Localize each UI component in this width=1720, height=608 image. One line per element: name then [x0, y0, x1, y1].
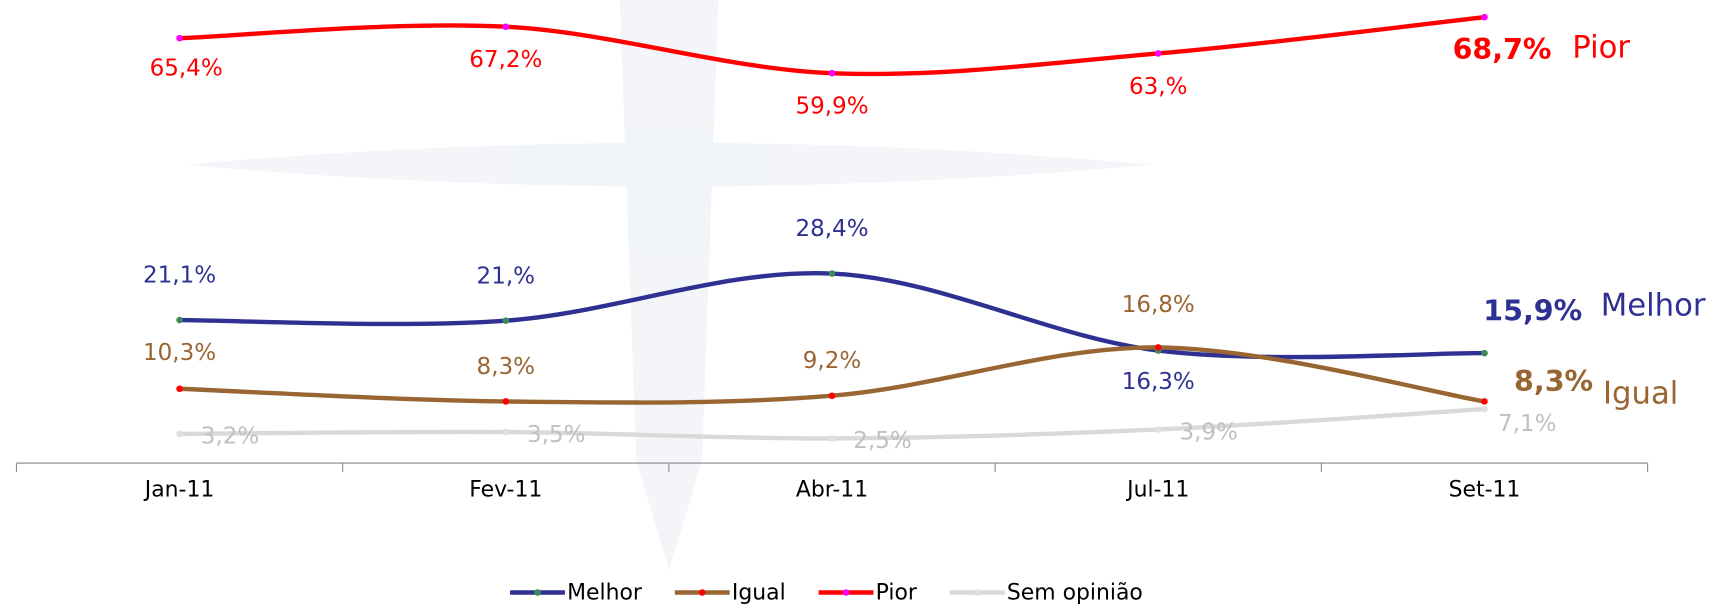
- series-line: [180, 17, 1485, 74]
- point-marker: [1155, 50, 1162, 57]
- point-marker: [829, 270, 836, 277]
- x-tick-label: Jul-11: [1125, 477, 1189, 502]
- series-line: [180, 273, 1485, 357]
- point-marker: [1481, 406, 1488, 413]
- point-marker: [176, 385, 183, 392]
- point-marker: [1481, 350, 1488, 357]
- x-tick-label: Fev-11: [469, 477, 542, 502]
- point-marker: [829, 70, 836, 77]
- value-label: 3,5%: [527, 422, 585, 448]
- series-end-label: Igual: [1603, 375, 1678, 411]
- series-end-label: Melhor: [1601, 288, 1706, 324]
- value-label: 15,9%: [1483, 295, 1582, 328]
- value-label: 3,2%: [201, 424, 259, 450]
- point-marker: [176, 431, 183, 438]
- point-marker: [503, 398, 510, 405]
- legend-marker: [534, 589, 541, 596]
- watermark: [186, 0, 1151, 570]
- series-line: [180, 409, 1485, 438]
- point-marker: [503, 429, 510, 436]
- point-marker: [503, 23, 510, 30]
- x-tick-label: Jan-11: [143, 477, 215, 502]
- point-marker: [1155, 426, 1162, 433]
- value-label: 7,1%: [1498, 411, 1556, 437]
- series-end-label: Pior: [1572, 30, 1630, 66]
- point-marker: [1155, 344, 1162, 351]
- value-label: 16,3%: [1122, 369, 1195, 395]
- point-marker: [176, 317, 183, 324]
- value-label: 21,%: [477, 263, 535, 289]
- point-marker: [1481, 14, 1488, 21]
- value-label: 16,8%: [1122, 292, 1195, 318]
- x-tick-label: Set-11: [1449, 477, 1521, 502]
- legend-label: Sem opinião: [1007, 581, 1143, 606]
- point-marker: [829, 435, 836, 442]
- legend-marker: [699, 589, 706, 596]
- value-label: 2,5%: [853, 428, 911, 454]
- value-label: 68,7%: [1453, 33, 1552, 66]
- value-label: 59,9%: [795, 94, 868, 120]
- value-label: 67,2%: [469, 47, 542, 73]
- value-label: 3,9%: [1179, 419, 1237, 445]
- point-marker: [503, 317, 510, 324]
- value-label: 10,3%: [143, 340, 216, 366]
- legend-label: Melhor: [567, 581, 643, 606]
- point-marker: [1481, 398, 1488, 405]
- legend-marker: [843, 589, 850, 596]
- value-label: 8,3%: [1514, 365, 1593, 398]
- value-label: 21,1%: [143, 263, 216, 289]
- point-marker: [176, 35, 183, 42]
- value-label: 9,2%: [803, 348, 861, 374]
- value-label: 63,%: [1129, 74, 1187, 100]
- value-label: 8,3%: [477, 354, 535, 380]
- value-label: 28,4%: [795, 216, 868, 242]
- point-marker: [829, 392, 836, 399]
- legend-marker: [974, 589, 981, 596]
- chart: Jan-11 Fev-11 Abr-11 Jul-11 Set-11 3,2% 3,5% 2,…: [0, 0, 1720, 608]
- value-label: 65,4%: [150, 55, 223, 81]
- x-tick-label: Abr-11: [796, 477, 868, 502]
- legend-label: Igual: [732, 581, 786, 606]
- legend-label: Pior: [876, 581, 918, 606]
